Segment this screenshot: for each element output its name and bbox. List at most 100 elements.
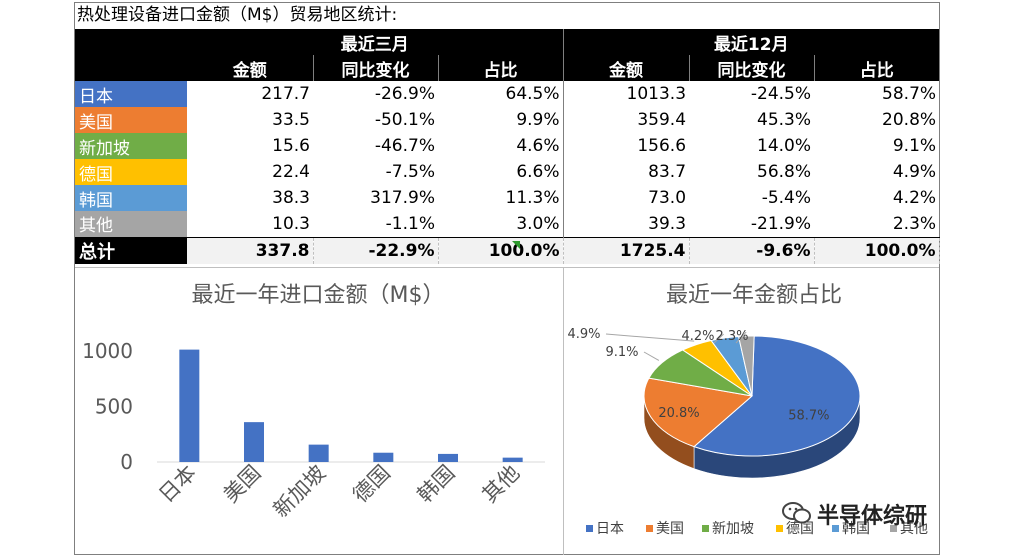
pie-chart-title: 最近一年金额占比 <box>666 283 842 308</box>
legend-swatch <box>890 525 897 532</box>
region-label: 美国 <box>75 107 187 133</box>
table-cell[interactable]: 9.9% <box>438 107 564 133</box>
table-cell[interactable]: 317.9% <box>370 188 435 208</box>
table-cell[interactable]: 156.6 <box>637 136 687 156</box>
x-tick-label: 其他 <box>478 461 525 508</box>
table-cell[interactable]: 56.8% <box>757 162 812 182</box>
region-label: 新加坡 <box>75 133 187 159</box>
table-cell[interactable]: 100.0% <box>814 236 940 264</box>
table-cell[interactable]: -21.9% <box>750 213 812 234</box>
y-tick-label: 1000 <box>82 339 133 363</box>
table-cell[interactable]: 3.0% <box>438 211 564 237</box>
col-header: 占比 <box>438 55 564 81</box>
table-cell[interactable]: 39.3 <box>648 213 687 234</box>
table-cell[interactable]: -22.9% <box>313 236 439 264</box>
table-cell[interactable]: -5.4% <box>761 188 812 208</box>
legend-label[interactable]: 其他 <box>900 521 928 537</box>
table-cell[interactable]: -50.1% <box>374 110 435 130</box>
charts-area: 最近一年进口金额（M$） 0 500 1000 日本 美国 新加坡 德国 韩国 其他 最近一年金… <box>75 267 939 555</box>
table-cell[interactable]: -1.1% <box>385 213 435 234</box>
col-header: 金额 <box>563 55 690 81</box>
legend-label[interactable]: 新加坡 <box>712 521 754 537</box>
table-cell[interactable]: 10.3 <box>272 213 310 234</box>
spreadsheet-sheet: 热处理设备进口金额（M$）贸易地区统计: 最近三月 最近12月 金额 同比变化 … <box>74 2 940 555</box>
table-cell[interactable]: 64.5% <box>438 81 564 107</box>
table-cell[interactable]: 22.4 <box>272 162 310 182</box>
table-row: 其他 10.3 -1.1% 3.0% 39.3 -21.9% 2.3% <box>75 211 939 237</box>
legend-label[interactable]: 日本 <box>596 521 624 537</box>
legend-label[interactable]: 美国 <box>656 521 684 537</box>
legend-label[interactable]: 德国 <box>786 521 814 537</box>
chart-divider <box>563 268 564 555</box>
pie-chart[interactable]: 最近一年金额占比 58.7% 20.8% 9.1% 4.9% 4.2% 2.3% 日本 美国 新… <box>564 268 940 555</box>
col-header: 金额 <box>187 55 314 81</box>
region-label: 日本 <box>75 81 187 107</box>
table-cell[interactable]: 33.5 <box>272 110 310 130</box>
table-cell[interactable]: 83.7 <box>648 162 687 182</box>
region-label: 韩国 <box>75 185 187 211</box>
pie-data-label: 2.3% <box>715 329 748 344</box>
leader-line <box>735 331 747 344</box>
table-cell[interactable]: 58.7% <box>882 84 937 104</box>
table-cell[interactable]: 4.9% <box>892 162 937 182</box>
bar[interactable] <box>179 349 200 462</box>
table-cell[interactable]: -7.5% <box>385 162 435 182</box>
table-row: 美国 33.5 -50.1% 9.9% 359.4 45.3% 20.8% <box>75 107 939 133</box>
table-cell[interactable]: 359.4 <box>637 110 687 130</box>
pie-data-label: 4.2% <box>681 329 714 344</box>
table-cell[interactable]: -24.5% <box>750 84 812 104</box>
table-cell[interactable]: 337.8 <box>187 236 314 264</box>
comment-indicator-icon <box>512 241 520 249</box>
bar-chart[interactable]: 最近一年进口金额（M$） 0 500 1000 日本 美国 新加坡 德国 韩国 其他 <box>75 268 561 555</box>
x-tick-label: 德国 <box>348 461 395 508</box>
region-label: 其他 <box>75 211 187 237</box>
table-cell[interactable]: 73.0 <box>648 188 687 208</box>
table-cell[interactable]: 15.6 <box>272 136 310 156</box>
total-row: 总计 337.8 -22.9% 100.0% 1725.4 -9.6% 100.… <box>75 236 940 264</box>
table-cell[interactable]: 38.3 <box>272 188 310 208</box>
pie-slice[interactable] <box>693 335 861 457</box>
bar[interactable] <box>502 457 523 462</box>
corner-cell <box>75 55 187 81</box>
bar-chart-title: 最近一年进口金额（M$） <box>192 283 445 308</box>
legend-label[interactable]: 韩国 <box>842 521 870 537</box>
total-label: 总计 <box>75 236 187 264</box>
table-cell[interactable]: -46.7% <box>374 136 435 156</box>
pie-slice[interactable] <box>737 335 755 397</box>
leader-line <box>713 333 724 344</box>
legend-swatch <box>586 525 593 532</box>
table-cell[interactable]: 1013.3 <box>626 84 687 104</box>
leader-line <box>643 351 660 361</box>
bar[interactable] <box>244 422 264 462</box>
table-cell[interactable]: 11.3% <box>438 185 564 211</box>
table-cell[interactable]: 4.2% <box>892 188 937 208</box>
table-cell[interactable]: 1725.4 <box>563 236 690 264</box>
table-cell[interactable]: -9.6% <box>689 236 815 264</box>
column-header-row: 金额 同比变化 占比 金额 同比变化 占比 <box>75 55 940 81</box>
y-tick-label: 500 <box>95 395 133 419</box>
x-tick-label: 新加坡 <box>269 461 331 523</box>
x-tick-label: 美国 <box>219 461 266 508</box>
table-cell[interactable]: 20.8% <box>882 110 937 130</box>
trade-region-table: 最近三月 最近12月 金额 同比变化 占比 金额 同比变化 占比 日本 217.7… <box>75 29 940 264</box>
table-cell[interactable]: 9.1% <box>892 136 937 156</box>
table-cell[interactable]: 6.6% <box>438 159 564 185</box>
pie-slice[interactable] <box>643 377 754 448</box>
bar[interactable] <box>438 453 458 462</box>
bar[interactable] <box>373 452 394 462</box>
table-cell[interactable]: 100.0% <box>438 236 564 264</box>
wechat-icon <box>782 502 811 524</box>
table-cell[interactable]: 217.7 <box>261 84 310 104</box>
pie-data-label: 58.7% <box>788 409 829 424</box>
group-header-row: 最近三月 最近12月 <box>75 29 940 55</box>
group-header-3m: 最近三月 <box>187 29 564 55</box>
legend-swatch <box>702 525 709 532</box>
table-cell[interactable]: 4.6% <box>438 133 564 159</box>
table-cell[interactable]: 45.3% <box>757 110 812 130</box>
y-tick-label: 0 <box>120 450 133 474</box>
bar[interactable] <box>308 444 329 462</box>
table-cell[interactable]: 14.0% <box>757 136 812 156</box>
table-cell[interactable]: 2.3% <box>892 213 937 234</box>
pie-data-label: 4.9% <box>567 327 600 342</box>
table-cell[interactable]: -26.9% <box>374 84 435 104</box>
